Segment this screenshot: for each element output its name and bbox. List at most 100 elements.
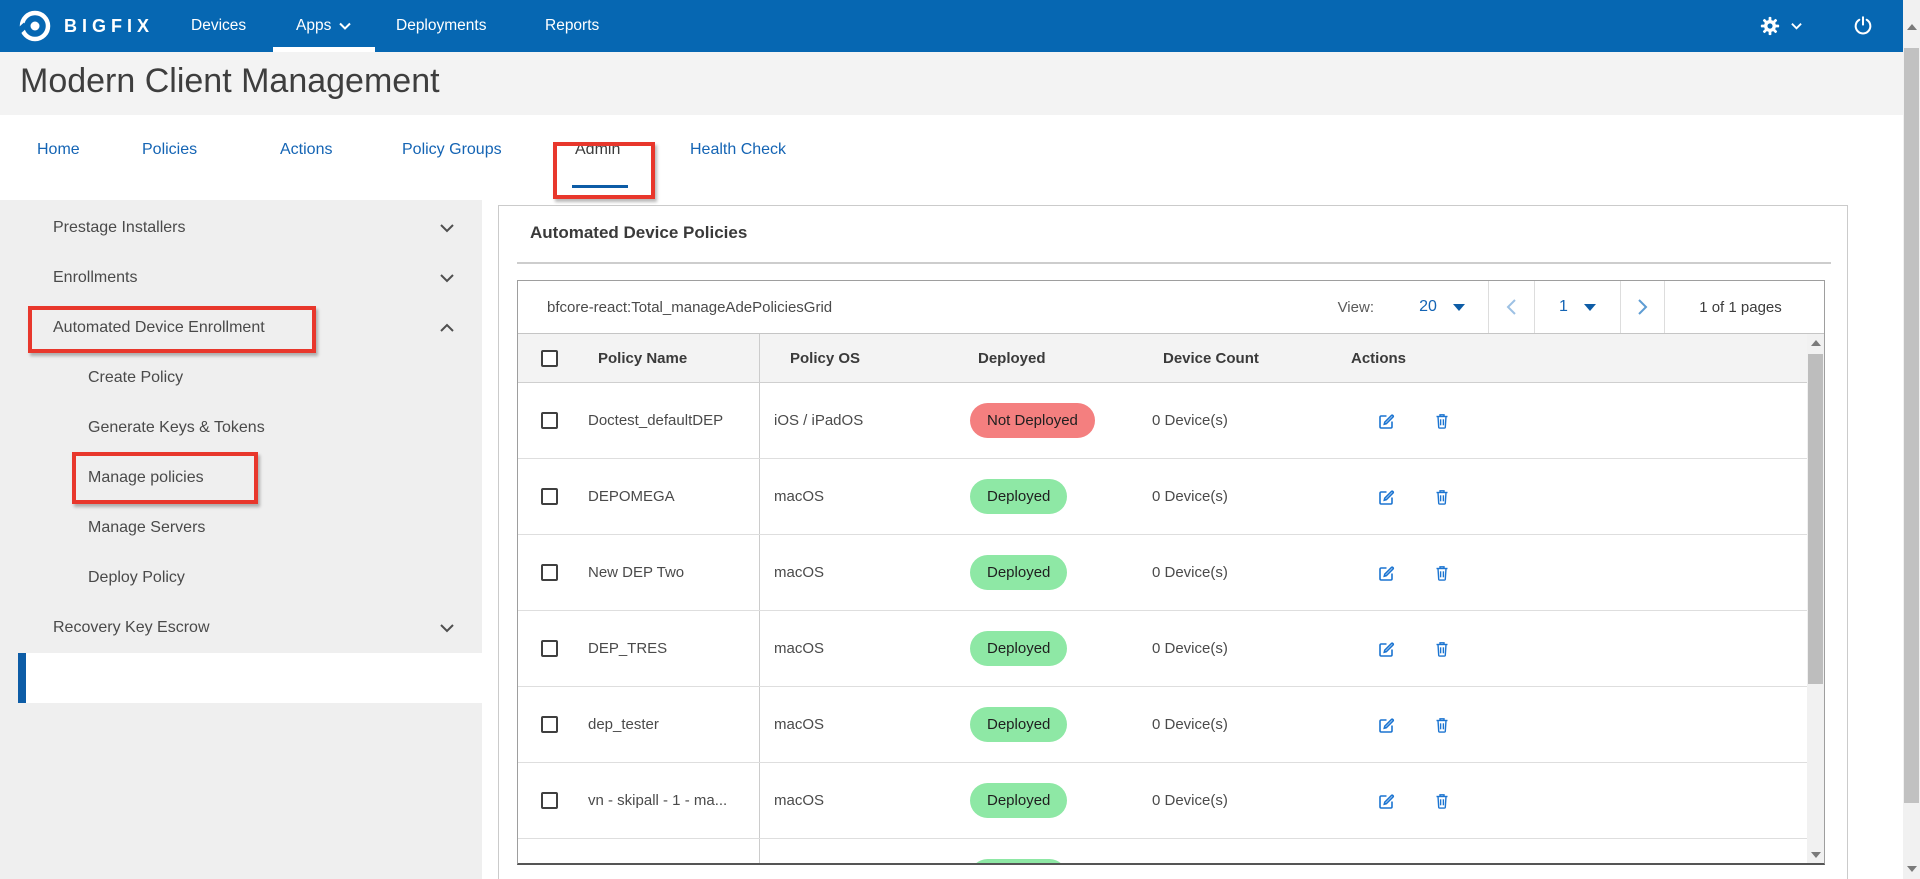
scroll-down-icon[interactable] [1807,846,1824,863]
policy-name: New DEP Two [582,535,760,610]
table-scrollbar[interactable] [1807,334,1824,863]
caret-down-icon [1452,303,1465,311]
policy-os [760,839,968,863]
edit-icon[interactable] [1376,791,1396,811]
edit-icon[interactable] [1376,715,1396,735]
policies-grid: bfcore-react:Total_manageAdePoliciesGrid… [517,280,1825,865]
table-row: Doctest_defaultDEP iOS / iPadOS Not Depl… [518,383,1807,459]
chevron-down-icon [436,267,458,289]
sidebar-item-manage-policies[interactable]: Manage policies [88,469,204,486]
sidebar-item-manage-servers[interactable]: Manage Servers [88,519,206,536]
selected-item-highlight [18,653,482,703]
sidebar-item-deploy-policy[interactable]: Deploy Policy [88,569,185,586]
active-nav-indicator [273,47,375,52]
trash-icon[interactable] [1432,411,1452,431]
status-badge: Deployed [970,859,1068,863]
status-badge: Deployed [970,707,1068,742]
row-checkbox[interactable] [541,640,558,657]
policy-os: macOS [774,488,825,505]
tab-health-check[interactable]: Health Check [690,141,787,158]
divider [517,262,1831,264]
trash-icon[interactable] [1432,487,1452,507]
table-row: dep_tester macOS Deployed 0 Device(s) [518,687,1807,763]
policy-name: dep_tester [582,687,760,762]
top-navbar: BIGFIX Devices Apps Deployments Reports [0,0,1920,52]
tab-admin[interactable]: Admin [575,141,621,158]
page-size-dropdown[interactable]: 20 [1396,281,1488,333]
table-row: Deployed [518,839,1807,863]
row-checkbox[interactable] [541,412,558,429]
trash-icon[interactable] [1432,791,1452,811]
page-title: Modern Client Management [20,62,440,100]
scrollbar-thumb[interactable] [1808,354,1823,684]
page-scrollbar[interactable] [1903,0,1920,879]
tab-policy-groups[interactable]: Policy Groups [402,141,502,158]
nav-deployments[interactable]: Deployments [396,17,487,34]
power-icon[interactable] [1852,15,1874,37]
edit-icon[interactable] [1376,563,1396,583]
sidebar-item-prestage-installers[interactable]: Prestage Installers [0,203,482,253]
active-tab-indicator [572,185,628,188]
sidebar-item-generate-keys-tokens[interactable]: Generate Keys & Tokens [88,419,265,436]
row-checkbox[interactable] [541,488,558,505]
col-deployed: Deployed [978,349,1046,367]
sidebar-item-recovery-key-escrow[interactable]: Recovery Key Escrow [0,603,482,653]
trash-icon[interactable] [1432,639,1452,659]
caret-down-icon [1583,303,1596,311]
status-badge: Deployed [970,631,1068,666]
panel-heading: Automated Device Policies [530,223,748,242]
col-actions: Actions [1351,349,1407,367]
policy-os: macOS [774,792,825,809]
table-row: New DEP Two macOS Deployed 0 Device(s) [518,535,1807,611]
scroll-down-icon[interactable] [1903,860,1920,877]
status-badge: Deployed [970,783,1068,818]
sidebar-item-enrollments[interactable]: Enrollments [0,253,482,303]
chevron-down-icon[interactable] [1791,22,1802,30]
prev-page-button[interactable] [1488,281,1534,333]
brand: BIGFIX [18,9,154,43]
row-checkbox[interactable] [541,564,558,581]
chevron-down-icon [436,617,458,639]
gear-icon[interactable] [1759,15,1781,37]
sidebar-item-create-policy[interactable]: Create Policy [88,369,184,386]
trash-icon[interactable] [1432,715,1452,735]
bigfix-logo-icon [18,9,52,43]
trash-icon[interactable] [1432,563,1452,583]
page-header: Modern Client Management [0,52,1903,115]
tab-actions[interactable]: Actions [280,141,333,158]
device-count: 0 Device(s) [1152,488,1228,505]
table-header-row: Policy Name Policy OS Deployed Device Co… [518,334,1807,383]
grid-title: bfcore-react:Total_manageAdePoliciesGrid [547,298,833,316]
nav-apps[interactable]: Apps [296,0,352,52]
edit-icon[interactable] [1376,639,1396,659]
status-badge: Deployed [970,555,1068,590]
policy-os: macOS [774,640,825,657]
grid-toolbar: bfcore-react:Total_manageAdePoliciesGrid… [518,281,1824,334]
policy-name: DEP_TRES [582,611,760,686]
status-badge: Deployed [970,479,1068,514]
next-page-button[interactable] [1620,281,1664,333]
edit-icon[interactable] [1376,411,1396,431]
sidebar-item-automated-device-enrollment[interactable]: Automated Device Enrollment [0,303,482,353]
scroll-up-icon[interactable] [1807,334,1824,351]
device-count: 0 Device(s) [1152,716,1228,733]
table-row: DEPOMEGA macOS Deployed 0 Device(s) [518,459,1807,535]
main-panel: Automated Device Policies bfcore-react:T… [498,205,1848,879]
tab-home[interactable]: Home [37,141,80,158]
scrollbar-thumb[interactable] [1904,48,1919,803]
nav-devices[interactable]: Devices [191,17,247,34]
chevron-up-icon [436,317,458,339]
select-all-checkbox[interactable] [541,349,558,367]
tab-policies[interactable]: Policies [142,141,198,158]
current-page-dropdown[interactable]: 1 [1534,281,1620,333]
row-checkbox[interactable] [541,792,558,809]
scroll-up-icon[interactable] [1903,18,1920,35]
col-policy-name: Policy Name [582,334,760,382]
policy-name: DEPOMEGA [582,459,760,534]
nav-reports[interactable]: Reports [545,17,600,34]
edit-icon[interactable] [1376,487,1396,507]
col-policy-os: Policy OS [790,349,861,367]
status-badge: Not Deployed [970,403,1095,438]
row-checkbox[interactable] [541,716,558,733]
